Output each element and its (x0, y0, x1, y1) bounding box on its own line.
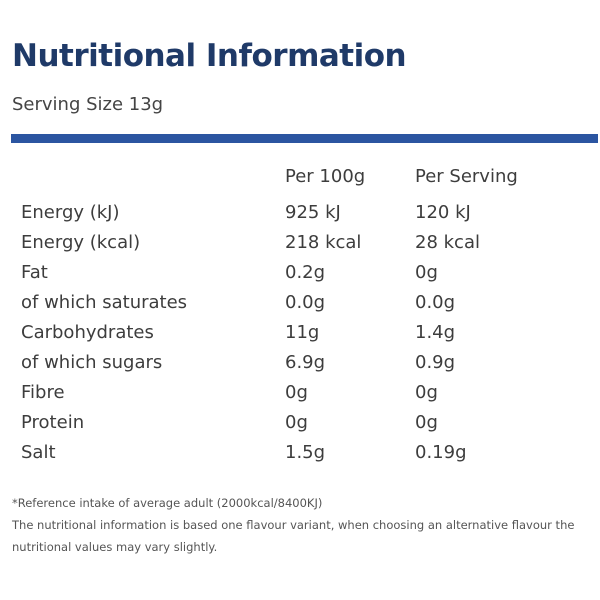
value-per-serving: 0.0g (415, 292, 456, 313)
value-per-100g: 0.2g (285, 262, 326, 283)
table-row: Energy (kJ) 925 kJ 120 kJ (0, 198, 600, 228)
value-per-serving: 0.9g (415, 352, 456, 373)
footnotes: *Reference intake of average adult (2000… (12, 492, 592, 558)
value-per-100g: 6.9g (285, 352, 326, 373)
nutrient-name: Energy (kJ) (21, 202, 120, 223)
flavour-variant-note: The nutritional information is based one… (12, 518, 575, 554)
nutrition-table: Per 100g Per Serving Energy (kJ) 925 kJ … (0, 160, 600, 468)
serving-size: Serving Size 13g (12, 94, 164, 115)
value-per-100g: 11g (285, 322, 320, 343)
value-per-100g: 1.5g (285, 442, 326, 463)
nutrient-name: of which saturates (21, 292, 188, 313)
value-per-100g: 218 kcal (285, 232, 362, 253)
table-header-row: Per 100g Per Serving (0, 160, 600, 198)
value-per-serving: 0.19g (415, 442, 467, 463)
nutrient-name: Carbohydrates (21, 322, 154, 343)
value-per-serving: 120 kJ (415, 202, 471, 223)
nutrient-name: Fibre (21, 382, 65, 403)
table-row: Energy (kcal) 218 kcal 28 kcal (0, 228, 600, 258)
table-row: Fibre 0g 0g (0, 378, 600, 408)
table-row: Carbohydrates 11g 1.4g (0, 318, 600, 348)
value-per-100g: 0g (285, 382, 308, 403)
nutrient-name: Fat (21, 262, 48, 283)
value-per-serving: 0g (415, 262, 438, 283)
table-row: of which saturates 0.0g 0.0g (0, 288, 600, 318)
nutrient-name: Energy (kcal) (21, 232, 141, 253)
nutrient-name: Salt (21, 442, 56, 463)
table-row: Salt 1.5g 0.19g (0, 438, 600, 468)
header-divider (11, 134, 598, 143)
value-per-serving: 28 kcal (415, 232, 480, 253)
value-per-serving: 0g (415, 382, 438, 403)
nutrient-name: of which sugars (21, 352, 163, 373)
column-header-per-serving: Per Serving (415, 166, 518, 187)
nutrient-name: Protein (21, 412, 85, 433)
value-per-serving: 0g (415, 412, 438, 433)
value-per-serving: 1.4g (415, 322, 456, 343)
table-row: Fat 0.2g 0g (0, 258, 600, 288)
table-row: of which sugars 6.9g 0.9g (0, 348, 600, 378)
column-header-per-100g: Per 100g (285, 166, 366, 187)
reference-intake-note: *Reference intake of average adult (2000… (12, 496, 323, 510)
value-per-100g: 0g (285, 412, 308, 433)
value-per-100g: 925 kJ (285, 202, 341, 223)
page-title: Nutritional Information (12, 38, 407, 74)
value-per-100g: 0.0g (285, 292, 326, 313)
table-row: Protein 0g 0g (0, 408, 600, 438)
